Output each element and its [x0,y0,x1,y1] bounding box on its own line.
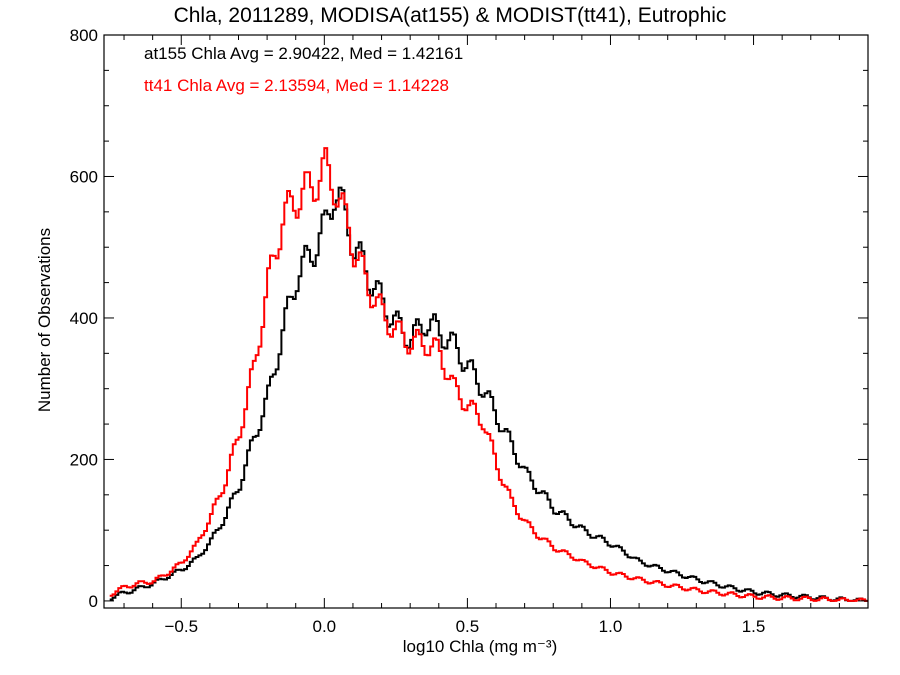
y-tick-label: 400 [70,309,98,328]
x-tick-label: −0.5 [164,617,198,636]
y-tick-label: 200 [70,450,98,469]
y-tick-label: 600 [70,167,98,186]
plot-frame [103,34,869,609]
x-tick-label: 1.0 [599,617,623,636]
x-tick-label: 0.5 [456,617,480,636]
x-axis-label: log10 Chla (mg m⁻³) [402,637,558,656]
y-tick-label: 0 [89,592,98,611]
y-axis-label: Number of Observations [35,227,54,413]
series-line-tt41 [109,147,868,602]
annotation-at155-stats: at155 Chla Avg = 2.90422, Med = 1.42161 [144,44,464,63]
series-line-at155 [109,186,868,602]
chart-title: Chla, 2011289, MODISA(at155) & MODIST(tt… [173,4,727,27]
ticks-layer: −0.5 0.0 0.5 1.0 1.5 0 200 400 600 800 [70,26,869,636]
y-tick-label: 800 [70,26,98,45]
annotation-tt41-stats: tt41 Chla Avg = 2.13594, Med = 1.14228 [144,76,449,95]
series-layer [109,147,868,602]
x-tick-label: 1.5 [742,617,766,636]
x-tick-label: 0.0 [313,617,337,636]
